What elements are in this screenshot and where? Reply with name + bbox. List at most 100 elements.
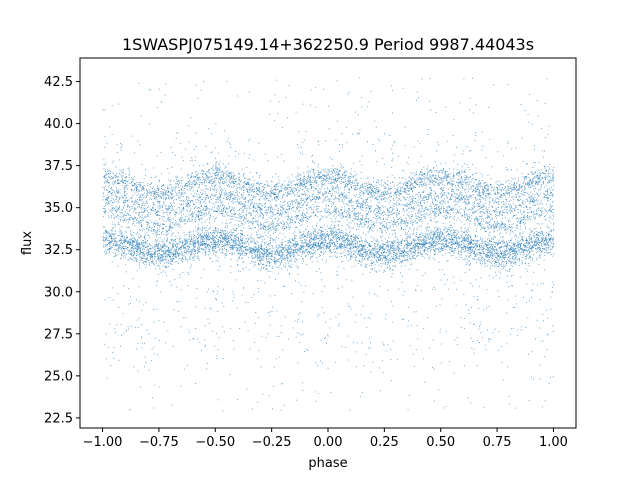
data-point xyxy=(290,255,292,257)
data-point xyxy=(133,252,135,254)
data-point xyxy=(136,233,138,235)
data-point xyxy=(477,240,478,241)
data-point xyxy=(506,275,508,277)
data-point xyxy=(115,245,117,247)
data-point xyxy=(434,248,436,250)
data-point xyxy=(465,264,467,266)
data-point xyxy=(342,243,343,245)
data-point xyxy=(363,245,365,247)
data-point xyxy=(230,234,232,236)
data-point xyxy=(508,251,510,253)
data-point xyxy=(138,247,139,249)
data-point xyxy=(274,252,276,254)
data-point xyxy=(349,249,351,250)
data-point xyxy=(513,249,515,251)
data-point xyxy=(192,247,194,249)
data-point xyxy=(498,256,500,258)
data-point xyxy=(128,241,130,242)
data-point xyxy=(301,242,302,244)
data-point xyxy=(531,236,532,238)
data-point xyxy=(176,253,178,254)
data-point xyxy=(407,244,409,246)
data-point xyxy=(510,239,512,241)
data-point xyxy=(289,267,291,269)
data-point xyxy=(213,246,215,248)
data-point xyxy=(553,228,555,230)
data-point xyxy=(133,236,135,238)
data-point xyxy=(122,256,124,258)
data-point xyxy=(189,235,191,237)
data-point xyxy=(165,262,167,264)
data-point xyxy=(242,253,243,255)
data-point xyxy=(434,240,436,242)
data-point xyxy=(418,242,420,244)
data-point xyxy=(359,260,361,262)
data-point xyxy=(293,249,295,251)
data-point xyxy=(260,252,262,253)
data-point xyxy=(465,240,467,242)
data-point xyxy=(117,248,119,250)
data-point xyxy=(363,252,365,253)
data-point xyxy=(118,235,120,236)
data-point xyxy=(127,259,129,261)
data-point xyxy=(152,247,154,249)
data-point xyxy=(217,241,219,243)
data-point xyxy=(507,250,509,252)
data-point xyxy=(126,236,128,238)
data-point xyxy=(349,226,351,228)
data-point xyxy=(117,223,119,225)
data-point xyxy=(287,269,288,271)
data-point xyxy=(140,252,142,253)
data-point xyxy=(370,245,372,247)
data-point xyxy=(260,247,262,249)
data-point xyxy=(375,250,377,252)
data-point xyxy=(197,240,199,242)
data-point xyxy=(449,233,451,235)
data-point xyxy=(310,238,311,240)
data-point xyxy=(454,230,456,231)
data-point xyxy=(403,256,404,258)
data-point xyxy=(183,247,185,248)
data-point xyxy=(472,244,474,246)
data-point xyxy=(528,249,530,250)
data-point xyxy=(165,259,167,260)
data-point xyxy=(291,263,293,265)
data-point xyxy=(109,233,111,234)
data-point xyxy=(235,236,237,237)
data-point xyxy=(113,227,115,228)
data-point xyxy=(206,243,207,244)
data-point xyxy=(502,255,504,257)
data-point xyxy=(418,226,420,227)
data-point xyxy=(256,252,258,253)
data-point xyxy=(407,256,408,258)
data-point xyxy=(285,256,287,258)
data-point xyxy=(501,268,503,270)
data-point xyxy=(333,229,335,231)
data-point xyxy=(503,239,505,241)
data-point xyxy=(350,257,351,259)
data-point xyxy=(433,241,434,242)
data-point xyxy=(544,254,546,256)
data-point xyxy=(244,246,246,248)
data-point xyxy=(393,249,395,251)
data-point xyxy=(423,243,425,245)
data-point xyxy=(252,258,254,259)
data-point xyxy=(524,253,525,255)
data-point xyxy=(147,234,149,236)
data-point xyxy=(498,259,500,261)
data-point xyxy=(520,238,522,240)
data-point xyxy=(474,234,476,236)
data-point xyxy=(385,247,387,249)
data-point xyxy=(552,245,554,247)
data-point xyxy=(215,229,217,231)
data-point xyxy=(171,246,173,248)
data-point xyxy=(487,252,489,253)
data-point xyxy=(147,245,149,247)
data-point xyxy=(442,242,444,244)
data-point xyxy=(458,258,460,260)
data-point xyxy=(273,260,275,262)
data-point xyxy=(333,242,335,244)
data-point xyxy=(361,260,363,262)
data-point xyxy=(512,247,514,248)
data-point xyxy=(195,236,197,238)
